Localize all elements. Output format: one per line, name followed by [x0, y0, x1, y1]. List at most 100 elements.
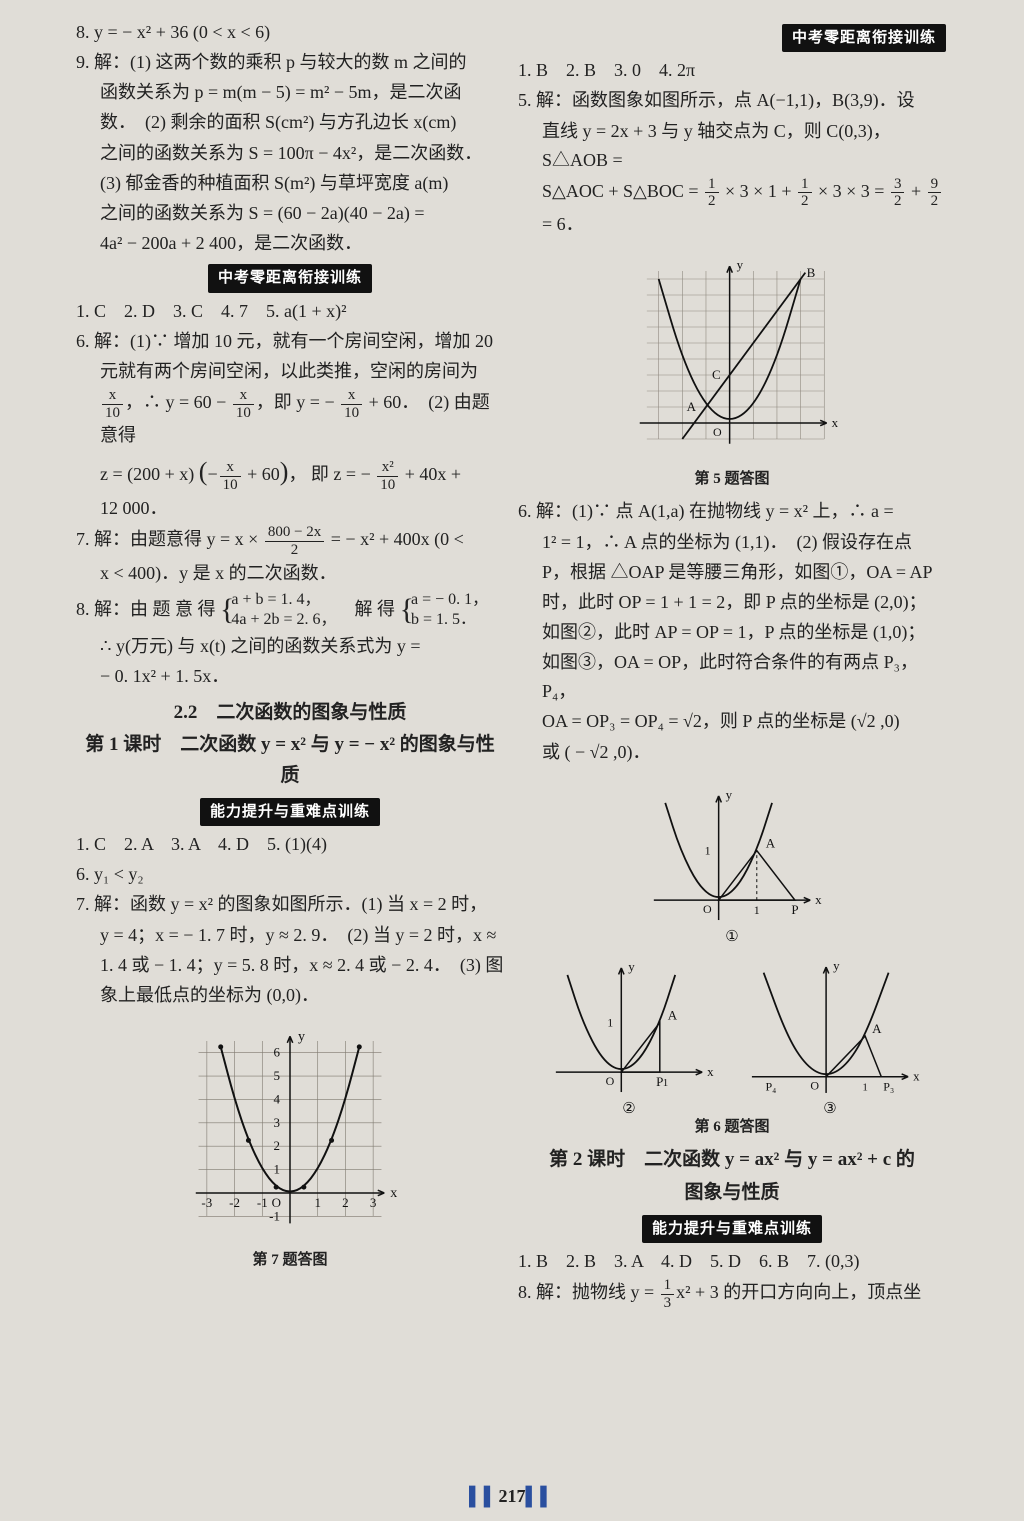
badge-row-2: 能力提升与重难点训练 [76, 796, 504, 826]
figure-6-2: OxyAP11② [534, 945, 724, 1115]
s-q6: 6. y₁ < y₂ [76, 860, 504, 889]
r-q5-l1: 5. 解：函数图象如图所示，点 A(−1,1)，B(3,9)．设 [518, 86, 946, 115]
lesson-2-title-b: 图象与性质 [518, 1178, 946, 1209]
svg-text:③: ③ [823, 1101, 836, 1115]
pagenum-bar-right: ▌▌ [526, 1486, 556, 1506]
figure-7-caption: 第 7 题答图 [76, 1248, 504, 1272]
q9-l4: 之间的函数关系为 S = 100π − 4x²，是二次函数． [76, 139, 504, 168]
svg-text:y: y [726, 787, 733, 802]
page-number: ▌▌217▌▌ [0, 1486, 1024, 1507]
svg-text:O: O [810, 1078, 819, 1092]
s-q7-l1: 7. 解：函数 y = x² 的图象如图所示．(1) 当 x = 2 时， [76, 890, 504, 919]
pagenum-text: 217 [499, 1486, 526, 1506]
svg-text:3: 3 [274, 1115, 281, 1130]
q6-l2: 元就有两个房间空闲，以此类推，空闲的房间为 [76, 357, 504, 386]
r-q6-l6: 如图③，OA = OP，此时符合条件的有两点 P₃，P₄， [518, 648, 946, 706]
q7-l2: x < 400)．y 是 x 的二次函数． [76, 559, 504, 588]
lesson-2-title-a: 第 2 课时 二次函数 y = ax² 与 y = ax² + c 的 [518, 1145, 946, 1176]
s-q7-l2: y = 4；x = − 1. 7 时，y ≈ 2. 9． (2) 当 y = 2… [76, 921, 504, 950]
figure-7-parabola: -3-2-1123123456O-1xy [175, 1016, 405, 1246]
figure-5-parabola-line: OxyABC [617, 245, 847, 465]
r-q6-l4: 时，此时 OP = 1 + 1 = 2，即 P 点的坐标是 (2,0)； [518, 588, 946, 617]
svg-text:P₃: P₃ [883, 1079, 894, 1093]
svg-text:1: 1 [274, 1162, 281, 1177]
q6-l3: x10，∴ y = 60 − x10，即 y = − x10 + 60． (2)… [76, 387, 504, 450]
r-q6-l3: P，根据 △OAP 是等腰三角形，如图①，OA = AP [518, 558, 946, 587]
svg-text:2: 2 [274, 1138, 281, 1153]
svg-text:1: 1 [607, 1015, 613, 1029]
q8b-l3: − 0. 1x² + 1. 5x． [76, 662, 504, 691]
svg-text:P₄: P₄ [765, 1079, 776, 1093]
svg-text:1: 1 [314, 1195, 321, 1210]
svg-text:②: ② [622, 1101, 635, 1115]
q6-l1: 6. 解：(1)∵ 增加 10 元，就有一个房间空闲，增加 20 [76, 327, 504, 356]
svg-text:y: y [628, 959, 635, 974]
q9-l3: 数． (2) 剩余的面积 S(cm²) 与方孔边长 x(cm) [76, 108, 504, 137]
svg-text:O: O [606, 1074, 615, 1088]
q8b-l2: ∴ y(万元) 与 x(t) 之间的函数关系式为 y = [76, 632, 504, 661]
q9-l1: 9. 解：(1) 这两个数的乘积 p 与较大的数 m 之间的 [76, 48, 504, 77]
system-2: a = − 0. 1，b = 1. 5． [411, 590, 488, 632]
frac-9-2: 92 [928, 176, 942, 210]
r-row1-4: 1. B 2. B 3. 0 4. 2π [518, 56, 946, 85]
r-q6-l5: 如图②，此时 AP = OP = 1，P 点的坐标是 (1,0)； [518, 618, 946, 647]
svg-text:O: O [703, 902, 712, 916]
q9-l2: 函数关系为 p = m(m − 5) = m² − 5m，是二次函 [76, 78, 504, 107]
svg-text:x: x [913, 1068, 920, 1083]
badge-row-1: 中考零距离衔接训练 [76, 262, 504, 292]
right-column: 中考零距离衔接训练 1. B 2. B 3. 0 4. 2π 5. 解：函数图象… [518, 18, 946, 1312]
svg-text:x: x [815, 892, 822, 907]
svg-text:C: C [712, 367, 721, 382]
q9-l5: (3) 郁金香的种植面积 S(m²) 与草坪宽度 a(m) [76, 169, 504, 198]
figure-6-1: Oxy1AP1① [632, 773, 832, 943]
frac-1-2a: 12 [705, 176, 719, 210]
svg-text:①: ① [725, 929, 738, 943]
frac-1-3: 13 [661, 1277, 675, 1311]
q8b-l1: 8. 解：由 题 意 得 {a + b = 1. 4，4a + 2b = 2. … [76, 590, 504, 632]
r-q5-l3: S△AOC + S△BOC = 12 × 3 × 1 + 12 × 3 × 3 … [518, 176, 946, 239]
skill-badge-1: 能力提升与重难点训练 [200, 798, 380, 826]
s-q7-l3: 1. 4 或 − 1. 4；y = 5. 8 时，x ≈ 2. 4 或 − 2.… [76, 951, 504, 980]
figure-6-3: OxyAP₃P₄1③ [730, 945, 930, 1115]
q6-l5: 12 000． [76, 494, 504, 523]
pagenum-bar-left: ▌▌ [469, 1486, 499, 1506]
frac-3-2: 32 [891, 176, 905, 210]
svg-text:-2: -2 [229, 1195, 240, 1210]
svg-text:A: A [687, 399, 697, 414]
frac-x2-10: x²10 [377, 459, 398, 493]
svg-text:1: 1 [663, 1077, 669, 1089]
svg-text:A: A [766, 835, 776, 850]
q9-l7: 4a² − 200a + 2 400，是二次函数． [76, 229, 504, 258]
frac-x-10-a: x10 [102, 387, 123, 421]
q9-l6: 之间的函数关系为 S = (60 − 2a)(40 − 2a) = [76, 199, 504, 228]
row1-5: 1. C 2. D 3. C 4. 7 5. a(1 + x)² [76, 297, 504, 326]
exam-badge-r: 中考零距离衔接训练 [782, 24, 946, 52]
svg-text:-1: -1 [257, 1195, 268, 1210]
rs-row1-7: 1. B 2. B 3. A 4. D 5. D 6. B 7. (0,3) [518, 1247, 946, 1276]
svg-text:B: B [807, 265, 816, 280]
skill-badge-r: 能力提升与重难点训练 [642, 1215, 822, 1243]
frac-1-2b: 12 [798, 176, 812, 210]
section-2-2-title: 2.2 二次函数的图象与性质 [76, 698, 504, 729]
svg-text:-3: -3 [201, 1195, 212, 1210]
r-q5-l2: 直线 y = 2x + 3 与 y 轴交点为 C，则 C(0,3)，S△AOB … [518, 117, 946, 175]
frac-x-10-c: x10 [341, 387, 362, 421]
frac-800-2x-over-2: 800 − 2x2 [265, 524, 324, 558]
figure-6-caption: 第 6 题答图 [518, 1115, 946, 1139]
svg-text:P: P [791, 902, 798, 917]
section-2-2-sub: 第 1 课时 二次函数 y = x² 与 y = − x² 的图象与性质 [76, 730, 504, 792]
r-q6-l1: 6. 解：(1)∵ 点 A(1,a) 在抛物线 y = x² 上，∴ a = [518, 497, 946, 526]
badge-row-r1: 中考零距离衔接训练 [518, 22, 946, 52]
svg-text:A: A [872, 1021, 882, 1036]
page: 8. y = − x² + 36 (0 < x < 6) 9. 解：(1) 这两… [76, 18, 946, 1312]
svg-text:x: x [390, 1186, 397, 1201]
r-q6-l2: 1² = 1，∴ A 点的坐标为 (1,1)． (2) 假设存在点 [518, 528, 946, 557]
svg-text:2: 2 [342, 1195, 349, 1210]
rs-q8: 8. 解：抛物线 y = 13x² + 3 的开口方向向上，顶点坐 [518, 1277, 946, 1311]
q7-l1: 7. 解：由题意得 y = x × 800 − 2x2 = − x² + 400… [76, 524, 504, 558]
s-q7-l4: 象上最低点的坐标为 (0,0)． [76, 981, 504, 1010]
svg-text:x: x [707, 1064, 714, 1079]
svg-text:5: 5 [274, 1068, 281, 1083]
figure-5-caption: 第 5 题答图 [518, 467, 946, 491]
exam-badge-1: 中考零距离衔接训练 [208, 264, 372, 292]
